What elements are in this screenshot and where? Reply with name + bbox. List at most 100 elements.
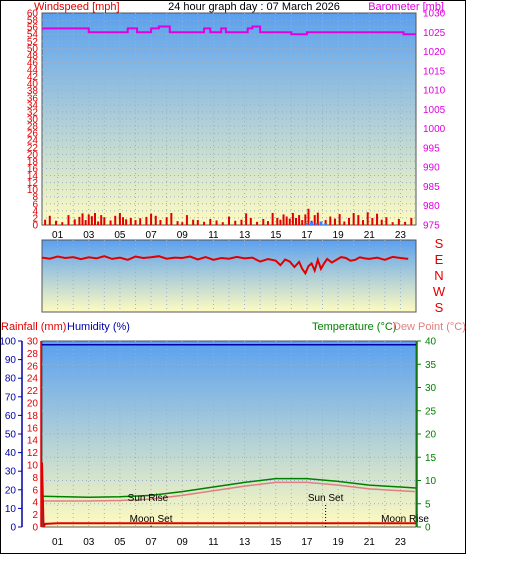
barometer-tick-label: 1010 — [423, 86, 446, 97]
rainfall-tick-label: 20 — [27, 399, 39, 410]
hour-label: 13 — [239, 230, 251, 241]
temperature-tick-label: 15 — [425, 453, 437, 464]
windspeed-bar — [118, 212, 121, 225]
windspeed-bar — [228, 216, 230, 225]
barometer-tick-label: 1015 — [423, 66, 446, 77]
barometer-tick-label: 995 — [423, 143, 440, 154]
humidity-tick-label: 40 — [5, 448, 17, 459]
windspeed-bar — [209, 218, 212, 225]
hour-label: 21 — [364, 230, 376, 241]
sun-moon-annotations: Sun Rise Sun Set Moon Set Moon Rise — [128, 493, 429, 527]
hour-label: 07 — [146, 537, 158, 548]
windspeed-tick-label: 14 — [27, 171, 39, 182]
barometer-tick-label: 1030 — [423, 9, 446, 20]
rainfall-tick-label: 24 — [27, 374, 39, 385]
humidity-ticks: 0 10 20 30 40 50 60 70 80 90 100 — [0, 337, 22, 534]
hour-label: 19 — [333, 537, 345, 548]
rainfall-tick-label: 2 — [32, 510, 38, 521]
windspeed-tick-label: 20 — [27, 150, 39, 161]
temperature-ticks: 0 5 10 15 20 25 30 35 40 — [417, 337, 437, 534]
direction-label: S — [435, 236, 444, 251]
hour-label: 09 — [177, 537, 189, 548]
windspeed-bar — [371, 217, 374, 225]
temperature-tick-label: 40 — [425, 337, 437, 348]
temperature-tick-label: 5 — [425, 499, 431, 510]
hour-label: 05 — [114, 537, 126, 548]
temperature-tick-label: 30 — [425, 383, 437, 394]
hour-label: 21 — [364, 537, 376, 548]
hour-label: 07 — [146, 230, 158, 241]
windspeed-bar — [203, 221, 206, 225]
windspeed-bar — [301, 220, 304, 225]
windspeed-bar — [67, 215, 70, 225]
hour-label: 19 — [333, 230, 345, 241]
rainfall-line — [41, 462, 416, 528]
barometer-line — [42, 25, 416, 36]
gust-bar — [314, 223, 318, 225]
windspeed-bar — [366, 212, 369, 225]
humidity-tick-label: 50 — [5, 430, 17, 441]
rainfall-tick-label: 14 — [27, 436, 39, 447]
rainfall-tick-label: 12 — [27, 448, 39, 459]
barometer-tick-label: 1000 — [423, 124, 446, 135]
windspeed-tick-label: 44 — [27, 65, 39, 76]
windspeed-tick-label: 24 — [27, 136, 39, 147]
windspeed-bar — [61, 222, 64, 225]
windspeed-bars — [44, 208, 413, 225]
windspeed-bar — [129, 217, 132, 225]
windspeed-tick-label: 12 — [27, 178, 39, 189]
windspeed-bar — [307, 208, 310, 225]
windspeed-bar — [100, 215, 103, 225]
windspeed-bar — [215, 220, 218, 225]
windspeed-tick-label: 30 — [27, 115, 39, 126]
windspeed-bar — [276, 217, 279, 225]
windspeed-bar — [165, 217, 168, 225]
barometer-tick-label: 1025 — [423, 28, 446, 39]
humidity-tick-label: 70 — [5, 392, 17, 403]
windspeed-bar — [245, 213, 248, 225]
barometer-axis-title: Barometer [mb] — [368, 1, 444, 13]
temperature-tick-label: 25 — [425, 406, 437, 417]
windspeed-tick-label: 8 — [32, 192, 38, 203]
windspeed-tick-label: 50 — [27, 44, 39, 55]
dewpoint-axis-title: Dew Point (°C) — [393, 321, 466, 333]
windspeed-bar — [221, 222, 224, 225]
hour-label: 23 — [395, 537, 407, 548]
hour-label: 03 — [83, 230, 95, 241]
windspeed-tick-label: 18 — [27, 157, 39, 168]
windspeed-tick-label: 4 — [32, 206, 38, 217]
windspeed-bar — [329, 216, 332, 225]
windspeed-bar — [357, 215, 360, 225]
rainfall-tick-label: 26 — [27, 361, 39, 372]
humidity-tick-label: 30 — [5, 467, 17, 478]
direction-label: N — [434, 268, 443, 283]
windspeed-bar — [122, 217, 125, 225]
wind-direction-line — [41, 255, 409, 276]
hour-label: 17 — [301, 537, 313, 548]
gust-bar — [310, 222, 314, 225]
windspeed-bar — [170, 212, 173, 225]
hour-label: 23 — [395, 230, 407, 241]
windspeed-bar — [125, 219, 128, 225]
humidity-tick-label: 0 — [10, 523, 16, 534]
windspeed-tick-label: 32 — [27, 107, 39, 118]
windspeed-bar — [192, 219, 195, 225]
direction-label: W — [433, 284, 446, 299]
windspeed-bar — [295, 217, 298, 225]
temperature-tick-label: 20 — [425, 430, 437, 441]
windspeed-bar — [304, 214, 307, 225]
windspeed-bar — [176, 221, 179, 225]
windspeed-tick-label: 0 — [32, 221, 38, 232]
windspeed-bar — [159, 220, 162, 225]
humidity-tick-label: 20 — [5, 485, 17, 496]
windspeed-bar — [84, 220, 87, 225]
windspeed-bar — [362, 220, 365, 225]
windspeed-bar — [55, 220, 58, 225]
windspeed-bar — [154, 215, 157, 225]
windspeed-tick-label: 52 — [27, 37, 39, 48]
barometer-ticks: 975 980 985 990 995 1000 1005 1010 1015 1020 1025 1… — [423, 9, 446, 232]
moon-set-label: Moon Set — [130, 514, 173, 525]
hour-label: 15 — [270, 537, 282, 548]
windspeed-bar — [266, 221, 269, 225]
